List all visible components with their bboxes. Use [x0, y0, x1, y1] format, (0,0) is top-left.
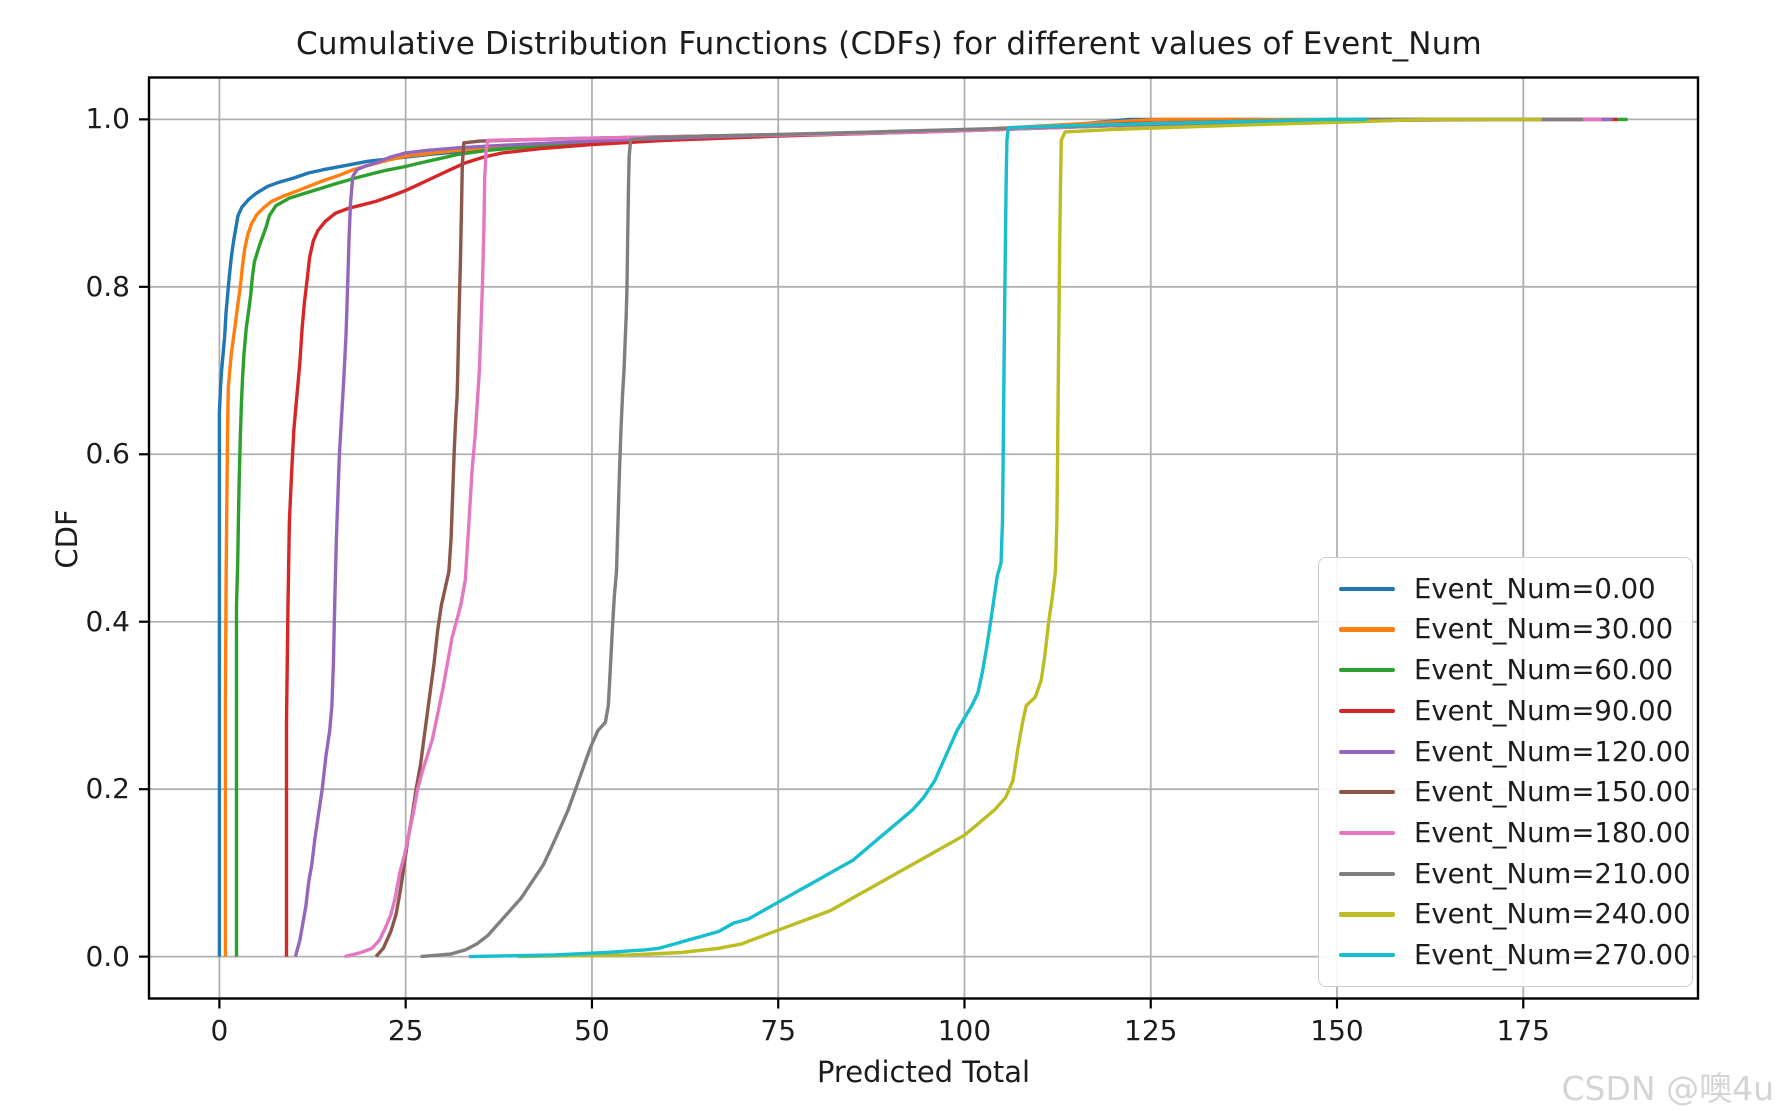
- cdf-curve: [517, 117, 1542, 959]
- legend-label: Event_Num=90.00: [1414, 694, 1674, 727]
- legend-line-swatch: [1339, 953, 1395, 958]
- y-tick-label: 0.0: [85, 939, 130, 973]
- x-tick-label: 125: [1124, 1014, 1178, 1047]
- x-tick-label: 25: [387, 1014, 424, 1047]
- legend-line-swatch: [1339, 790, 1395, 795]
- cdf-curve: [420, 117, 1583, 959]
- y-tick-label: 1.0: [85, 102, 130, 136]
- x-tick-label: 0: [210, 1014, 229, 1047]
- legend-line-swatch: [1339, 830, 1395, 836]
- y-axis-label: CDF: [50, 509, 84, 569]
- y-tick-label: 0.6: [85, 437, 130, 471]
- legend-item: Event_Num=210.00: [1319, 858, 1692, 890]
- x-tick-label: 100: [937, 1014, 992, 1047]
- legend-line-swatch: [1339, 912, 1395, 917]
- legend: Event_Num=0.00 Event_Num=30.00 Event_Num=6…: [1318, 557, 1693, 987]
- legend-item: Event_Num=180.00: [1319, 817, 1692, 849]
- legend-item: Event_Num=240.00: [1319, 898, 1692, 930]
- cdf-curve: [468, 117, 1367, 959]
- y-tick-label: 0.8: [85, 269, 130, 303]
- x-axis-label: Predicted Total: [816, 1055, 1031, 1089]
- x-tick-label: 175: [1496, 1014, 1550, 1047]
- cdf-curve: [223, 117, 1337, 957]
- legend-label: Event_Num=60.00: [1414, 654, 1674, 687]
- y-tick-label: 0.2: [85, 772, 130, 806]
- legend-item: Event_Num=0.00: [1319, 573, 1692, 605]
- chart-title: Cumulative Distribution Functions (CDFs)…: [296, 26, 1482, 62]
- legend-label: Event_Num=0.00: [1414, 572, 1656, 605]
- cdf-curve: [217, 117, 1263, 957]
- legend-line-swatch: [1339, 749, 1395, 754]
- legend-label: Event_Num=120.00: [1414, 735, 1691, 768]
- legend-line-swatch: [1339, 871, 1395, 876]
- legend-line-swatch: [1339, 586, 1395, 591]
- y-tick-label: 0.4: [85, 604, 130, 638]
- legend-label: Event_Num=150.00: [1414, 776, 1691, 809]
- legend-item: Event_Num=150.00: [1319, 776, 1692, 808]
- x-tick-label: 150: [1310, 1014, 1364, 1047]
- legend-line-swatch: [1339, 668, 1395, 673]
- legend-line-swatch: [1339, 627, 1395, 632]
- axes-spines: [147, 76, 1700, 1000]
- legend-label: Event_Num=210.00: [1414, 857, 1691, 890]
- legend-item: Event_Num=30.00: [1319, 613, 1692, 645]
- watermark: CSDN @噢4u: [1561, 1069, 1775, 1108]
- legend-item: Event_Num=60.00: [1319, 654, 1692, 686]
- legend-item: Event_Num=90.00: [1319, 695, 1692, 727]
- legend-line-swatch: [1339, 708, 1395, 713]
- legend-item: Event_Num=120.00: [1319, 736, 1692, 768]
- x-tick-label: 50: [574, 1014, 610, 1047]
- legend-label: Event_Num=180.00: [1414, 817, 1691, 850]
- legend-label: Event_Num=240.00: [1414, 898, 1691, 931]
- x-tick-label: 75: [760, 1014, 797, 1047]
- legend-label: Event_Num=270.00: [1414, 939, 1691, 972]
- legend-label: Event_Num=30.00: [1414, 613, 1674, 646]
- legend-item: Event_Num=270.00: [1319, 939, 1692, 971]
